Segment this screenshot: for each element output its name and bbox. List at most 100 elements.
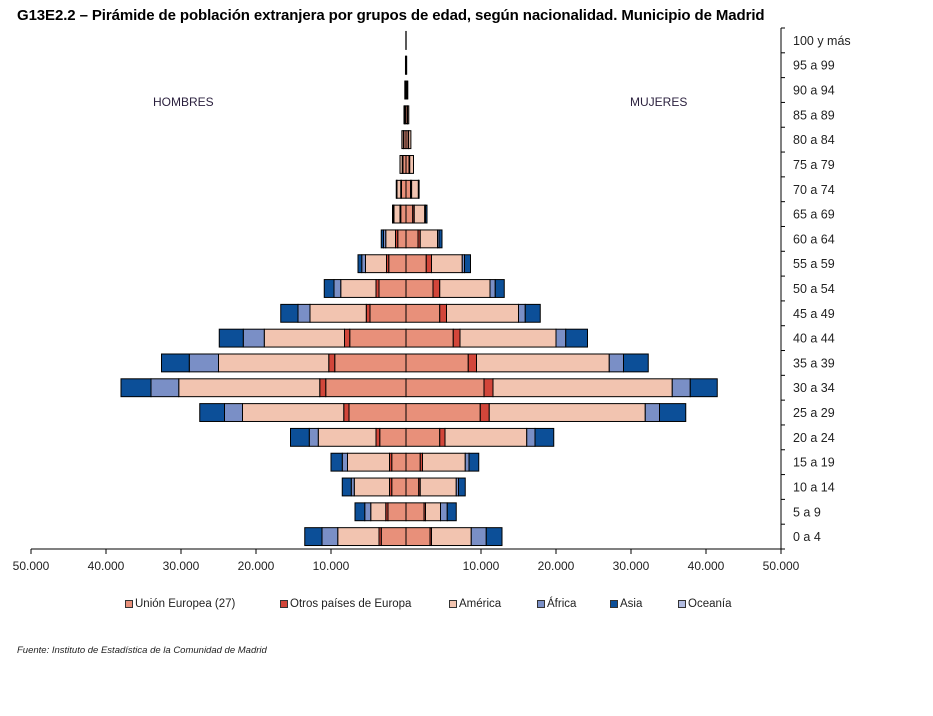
bar-women-0-1 [405, 502, 425, 522]
legend-item: Oceanía [678, 598, 731, 610]
bar-men-2-14 [396, 179, 402, 199]
bar-men-2-9 [309, 303, 367, 323]
bar-women-4-2 [458, 477, 466, 497]
bar-women-2-11 [431, 254, 463, 274]
bar-men-1-4 [375, 427, 381, 447]
legend-swatch [537, 600, 545, 608]
bar-men-0-9 [369, 303, 407, 323]
bar-women-2-5 [488, 403, 646, 422]
bar-men-3-7 [188, 353, 219, 373]
bar-women-3-10 [489, 279, 496, 298]
bar-women-2-6 [492, 378, 673, 398]
bar-men-3-6 [150, 378, 180, 398]
bar-women-0-12 [405, 229, 419, 249]
x-tick-label: 10.000 [313, 559, 350, 573]
bar-men-4-6 [120, 378, 152, 398]
x-tick-label: 40.000 [88, 559, 125, 573]
y-tick-label: 95 a 99 [793, 59, 835, 73]
bar-women-0-6 [405, 378, 485, 398]
bar-men-3-10 [333, 279, 342, 298]
y-tick-label: 45 a 49 [793, 307, 835, 321]
bar-women-4-1 [446, 502, 457, 522]
x-tick-label: 30.000 [163, 559, 200, 573]
bar-women-2-14 [411, 179, 419, 199]
y-tick-label: 15 a 19 [793, 456, 835, 470]
bar-men-2-15 [399, 155, 403, 174]
bar-men-3-5 [224, 403, 243, 422]
bar-men-3-3 [341, 452, 348, 472]
bar-women-3-7 [608, 353, 624, 373]
bar-men-4-13 [392, 204, 394, 224]
bar-men-0-2 [391, 477, 407, 497]
bar-women-0-8 [405, 328, 454, 348]
bar-men-3-4 [308, 427, 319, 447]
bar-women-1-10 [432, 279, 441, 298]
bar-women-0-13 [405, 204, 414, 224]
x-tick-label: 50.000 [763, 559, 800, 573]
legend-item: Asia [610, 598, 642, 610]
bar-men-4-5 [199, 403, 225, 422]
bar-women-4-8 [565, 328, 588, 348]
legend-label: Unión Europea (27) [135, 598, 236, 610]
bar-men-0-0 [380, 527, 407, 547]
chart-title: G13E2.2 – Pirámide de población extranje… [17, 7, 765, 24]
legend-label: África [547, 598, 577, 610]
bar-women-3-3 [464, 452, 470, 472]
bar-men-4-9 [280, 303, 299, 323]
y-tick-label: 100 y más [793, 34, 851, 48]
bar-women-0-4 [405, 427, 441, 447]
bar-women-4-3 [468, 452, 480, 472]
bar-men-2-10 [340, 279, 377, 298]
legend-label: Otros países de Europa [290, 598, 412, 610]
bar-men-4-12 [380, 229, 384, 249]
bar-women-2-7 [476, 353, 610, 373]
men-label: HOMBRES [153, 95, 214, 109]
y-tick-label: 80 a 84 [793, 133, 835, 147]
bar-women-2-10 [439, 279, 491, 298]
bar-men-2-13 [393, 204, 401, 224]
bar-men-0-13 [400, 204, 407, 224]
y-tick-label: 0 a 4 [793, 530, 821, 544]
x-tick-label: 50.000 [13, 559, 50, 573]
bar-women-2-12 [419, 229, 438, 249]
bar-women-0-10 [405, 279, 434, 298]
x-tick-label: 10.000 [463, 559, 500, 573]
legend-swatch [610, 600, 618, 608]
bar-women-3-4 [526, 427, 536, 447]
bar-men-4-4 [290, 427, 310, 447]
bar-men-0-4 [379, 427, 407, 447]
bar-men-4-11 [357, 254, 363, 274]
y-tick-label: 10 a 14 [793, 480, 835, 494]
bar-men-0-7 [334, 353, 407, 373]
y-tick-label: 85 a 89 [793, 108, 835, 122]
bar-men-2-6 [178, 378, 321, 398]
y-tick-label: 50 a 54 [793, 282, 835, 296]
y-tick-label: 75 a 79 [793, 158, 835, 172]
bar-women-0-9 [405, 303, 441, 323]
bar-women-4-7 [623, 353, 649, 373]
bar-men-0-8 [349, 328, 407, 348]
bar-women-2-0 [431, 527, 472, 547]
bar-women-1-4 [439, 427, 446, 447]
bar-women-0-14 [405, 179, 411, 199]
bar-women-3-9 [518, 303, 526, 323]
x-tick-label: 40.000 [688, 559, 725, 573]
bar-men-1-5 [343, 403, 350, 422]
bar-men-3-1 [364, 502, 372, 522]
bar-women-1-6 [483, 378, 494, 398]
legend-label: Oceanía [688, 598, 732, 610]
bar-women-0-7 [405, 353, 469, 373]
bar-men-2-8 [263, 328, 345, 348]
bar-women-1-11 [425, 254, 432, 274]
bar-men-0-5 [348, 403, 407, 422]
bar-women-2-3 [422, 452, 466, 472]
bar-women-4-6 [689, 378, 718, 398]
bar-men-4-2 [341, 477, 352, 497]
bar-men-0-11 [388, 254, 407, 274]
bar-women-0-0 [405, 527, 431, 547]
bar-women-1-8 [452, 328, 461, 348]
bar-women-3-6 [671, 378, 691, 398]
bar-men-4-8 [218, 328, 244, 348]
bar-men-3-8 [242, 328, 265, 348]
